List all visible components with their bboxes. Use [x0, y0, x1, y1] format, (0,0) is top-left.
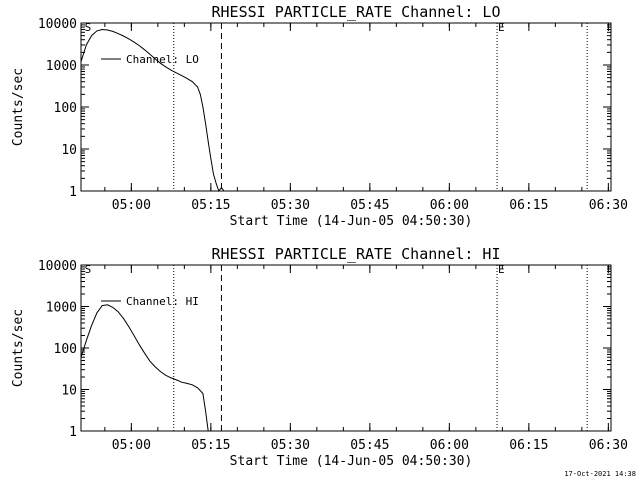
- y-tick-label: 1: [69, 185, 77, 200]
- chart-title: RHESSI PARTICLE_RATE Channel: LO: [212, 3, 501, 21]
- x-tick-label: 05:15: [191, 438, 230, 453]
- x-tick-label: 05:30: [271, 198, 310, 213]
- y-tick-label: 10000: [38, 259, 77, 274]
- x-axis-label: Start Time (14-Jun-05 04:50:30): [230, 454, 473, 469]
- y-tick-label: 1000: [46, 301, 77, 316]
- x-tick-label: 05:45: [350, 438, 389, 453]
- x-tick-label: 05:45: [350, 198, 389, 213]
- y-tick-label: 10: [61, 143, 77, 158]
- y-axis-label: Counts/sec: [11, 68, 26, 146]
- chart-title: RHESSI PARTICLE_RATE Channel: HI: [212, 245, 501, 263]
- x-tick-label: 06:15: [509, 438, 548, 453]
- y-axis-label: Counts/sec: [11, 309, 26, 387]
- y-tick-label: 10: [61, 384, 77, 399]
- plot-frame: [80, 22, 612, 192]
- series-line-channel-lo: [81, 28, 225, 192]
- x-tick-label: 06:15: [509, 198, 548, 213]
- x-tick-label: 06:00: [430, 438, 469, 453]
- e-marker-label: E: [498, 21, 505, 34]
- x-tick-label: 05:00: [112, 198, 151, 213]
- x-tick-label: 06:00: [430, 198, 469, 213]
- series-line-channel-hi: [81, 304, 209, 432]
- y-tick-label: 100: [54, 342, 77, 357]
- x-axis-label: Start Time (14-Jun-05 04:50:30): [230, 214, 473, 229]
- plot-frame: [80, 264, 612, 432]
- s-marker-label: S: [85, 263, 92, 276]
- x-tick-label: 05:15: [191, 198, 230, 213]
- y-tick-label: 10000: [38, 17, 77, 32]
- y-tick-label: 1: [69, 425, 77, 440]
- footer-timestamp: 17-Oct-2021 14:38: [564, 470, 636, 478]
- s-marker-label: S: [85, 21, 92, 34]
- x-tick-label: 05:00: [112, 438, 151, 453]
- chart-panel-hi: RHESSI PARTICLE_RATE Channel: HI 05:00 05:…: [11, 245, 628, 469]
- chart-panel-lo: RHESSI PARTICLE_RATE Channel: LO 05:00 05:…: [11, 3, 628, 229]
- legend-label: Channel: HI: [126, 295, 199, 308]
- legend-label: Channel: LO: [126, 53, 199, 66]
- e-marker-label: E: [498, 263, 505, 276]
- y-tick-label: 100: [54, 101, 77, 116]
- x-tick-label: 05:30: [271, 438, 310, 453]
- x-tick-label: 06:30: [589, 198, 628, 213]
- y-tick-label: 1000: [46, 59, 77, 74]
- x-tick-label: 06:30: [589, 438, 628, 453]
